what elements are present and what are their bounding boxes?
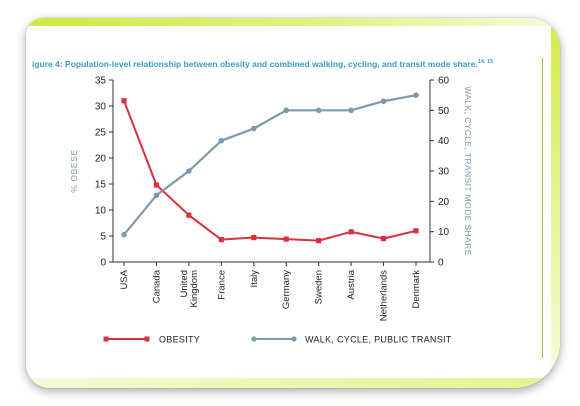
left-tick-label: 25 <box>95 128 107 139</box>
left-tick-label: 30 <box>95 102 107 113</box>
legend-obesity-marker <box>144 336 150 342</box>
left-tick-label: 5 <box>100 232 106 243</box>
x-category-label-group: Germany <box>281 270 292 309</box>
x-category-label: Denmark <box>411 270 422 309</box>
transit-point <box>218 137 225 144</box>
right-tick-label: 0 <box>438 258 444 269</box>
transit-point <box>413 92 419 98</box>
x-category-label-group: Netherlands <box>379 270 390 321</box>
transit-point <box>250 125 257 132</box>
x-category-label: France <box>216 270 227 300</box>
y-right-axis-title: WALK, CYCLE, TRANSIT MODE SHARE <box>463 86 473 256</box>
card-glow-bottom <box>26 378 560 388</box>
x-category-label-group: Canada <box>151 269 162 303</box>
obesity-point <box>413 228 419 234</box>
right-tick-label: 60 <box>438 76 450 87</box>
obesity-point <box>121 98 127 104</box>
obesity-point <box>348 229 354 235</box>
legend-transit-marker <box>251 336 257 342</box>
transit-point <box>186 168 192 174</box>
series-line-obesity <box>123 100 417 242</box>
legend-obesity-marker <box>103 336 109 342</box>
figure-title-text: igure 4: Population-level relationship b… <box>32 59 478 69</box>
x-category-label: Netherlands <box>379 270 390 321</box>
chart-axes: 0 5 10 15 20 25 30 35 0 10 20 30 40 50 60 % OBESE WALK, … <box>69 76 473 322</box>
y-left-axis-title: % OBESE <box>69 149 79 192</box>
x-category-label: Austria <box>346 269 357 299</box>
transit-point <box>315 107 322 114</box>
x-category-label: Italy <box>249 270 260 288</box>
x-category-label-group: United Kingdom <box>179 270 200 308</box>
transit-point <box>283 107 290 114</box>
left-tick-label: 0 <box>100 258 106 269</box>
x-category-label-group: USA <box>119 269 130 289</box>
left-tick-label: 10 <box>95 206 107 217</box>
obesity-point <box>218 237 224 243</box>
right-tick-label: 30 <box>438 167 450 178</box>
right-tick-label: 10 <box>438 227 450 238</box>
transit-point <box>121 231 127 238</box>
chart-series <box>121 92 419 244</box>
obesity-point <box>153 182 160 188</box>
obesity-point <box>186 212 192 218</box>
right-tick-label: 20 <box>438 197 450 208</box>
transit-point <box>348 107 354 114</box>
figure-title-citation: 14, 15 <box>477 59 494 66</box>
x-category-label-group: Austria <box>346 269 357 299</box>
card-glow-right <box>551 18 560 388</box>
figure-side-rule <box>542 58 543 358</box>
left-tick-label: 35 <box>95 76 107 87</box>
x-category-label-group: Denmark <box>411 270 422 309</box>
x-category-label: USA <box>119 269 130 289</box>
left-tick-label: 15 <box>95 180 107 191</box>
legend-obesity-label: OBESITY <box>159 335 200 345</box>
right-tick-label: 50 <box>438 106 450 117</box>
x-category-label: Canada <box>151 269 162 303</box>
transit-point <box>380 98 387 105</box>
series-line-transit <box>123 94 417 236</box>
left-tick-label: 20 <box>95 154 107 165</box>
chart-legend: OBESITY WALK, CYCLE, PUBLIC TRANSIT <box>103 335 452 345</box>
x-category-label: Germany <box>281 270 292 309</box>
obesity-point <box>283 236 289 242</box>
x-category-label: Sweden <box>314 270 325 304</box>
right-tick-label: 40 <box>438 136 450 147</box>
x-category-label-group: France <box>216 270 227 300</box>
card-glow-top <box>26 18 560 26</box>
x-category-label: Kingdom <box>189 270 200 308</box>
x-category-label-group: Italy <box>249 270 260 288</box>
figure-title: igure 4: Population-level relationship b… <box>32 59 493 69</box>
legend-transit-marker <box>291 336 297 342</box>
transit-point <box>153 192 160 199</box>
legend-transit-label: WALK, CYCLE, PUBLIC TRANSIT <box>305 335 452 345</box>
obesity-point <box>316 238 322 244</box>
x-category-label: United <box>179 270 190 297</box>
obesity-point <box>380 236 387 242</box>
obesity-point <box>251 234 257 241</box>
x-category-label-group: Sweden <box>314 270 325 304</box>
